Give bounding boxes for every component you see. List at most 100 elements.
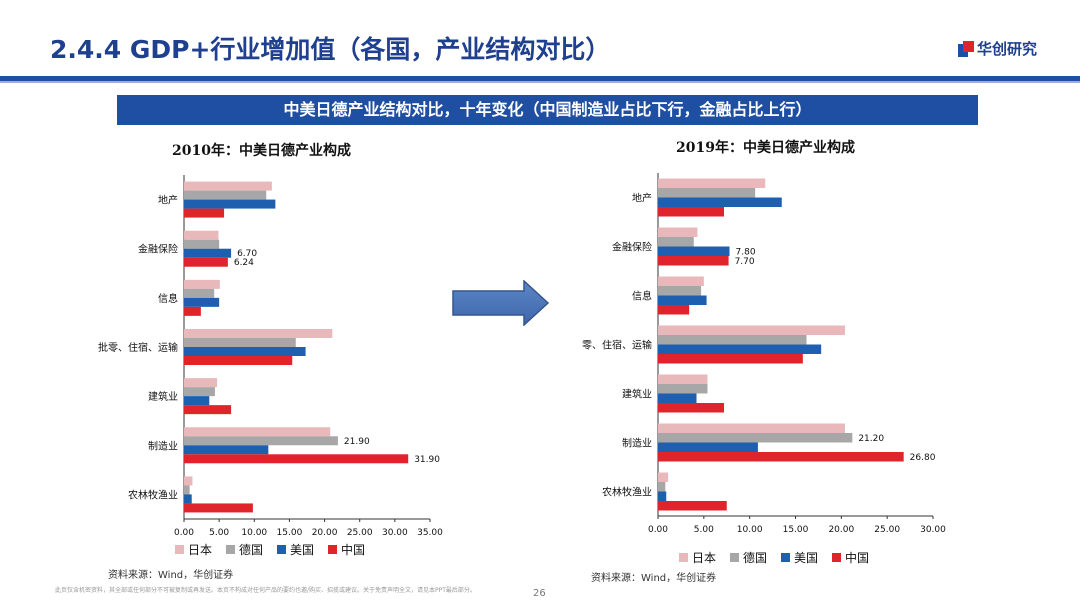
- legend-swatch-germany: [730, 553, 740, 562]
- chart-title-2010: 2010年：中美日德产业构成: [172, 143, 351, 159]
- bar-germany: [184, 338, 296, 347]
- category-label: 制造业: [148, 439, 178, 452]
- x-tick-label: 5.00: [694, 525, 714, 535]
- bar-usa: [184, 494, 192, 504]
- bar-germany: [658, 433, 853, 443]
- category-label: 农林牧渔业: [602, 486, 652, 499]
- x-tick-label: 30.00: [920, 525, 946, 535]
- x-tick-label: 25.00: [347, 528, 373, 538]
- legend-swatch-japan: [175, 545, 184, 554]
- x-tick-label: 25.00: [874, 525, 900, 535]
- bar-japan: [184, 181, 272, 191]
- legend-swatch-germany: [226, 545, 236, 554]
- right-arrow-icon: [452, 280, 550, 326]
- bar-germany: [658, 384, 708, 394]
- bar-usa: [184, 445, 269, 455]
- category-label: 建筑业: [622, 388, 652, 401]
- bar-chart-2010: 0.00 5.00 10.00 15.00 20.00 25.00 30.00 35.00 地产…: [98, 175, 443, 538]
- x-tick-label: 20.00: [312, 528, 338, 538]
- bar-usa: [658, 246, 730, 256]
- legend-label: 日本: [692, 551, 717, 565]
- legend-item-usa: 美国: [781, 549, 818, 566]
- bar-germany: [184, 190, 267, 200]
- bar-china: [658, 305, 690, 315]
- section-banner: 中美日德产业结构对比，十年变化（中国制造业占比下行，金融占比上行）: [117, 95, 978, 125]
- data-label: 31.90: [414, 455, 440, 465]
- source-note-2019: 资料来源：Wind，华创证券: [591, 573, 717, 584]
- legend-item-usa: 美国: [277, 541, 314, 558]
- logo-mark-icon: [958, 40, 974, 57]
- data-label: 6.70: [237, 249, 257, 259]
- bar-japan: [658, 374, 708, 384]
- legend-label: 美国: [794, 551, 819, 565]
- brand-logo: 华创研究: [958, 38, 1037, 59]
- page-number: 26: [533, 588, 546, 599]
- bar-germany: [658, 335, 807, 345]
- bar-usa: [658, 393, 697, 403]
- legend-swatch-china: [328, 545, 338, 554]
- category-label: 信息: [632, 290, 652, 303]
- bar-china: [184, 454, 409, 464]
- x-tick-label: 0.00: [648, 525, 668, 535]
- bar-china: [658, 256, 729, 266]
- bar-china: [658, 452, 904, 462]
- legend-swatch-japan: [679, 553, 688, 562]
- legend-swatch-usa: [277, 545, 287, 554]
- bar-usa: [184, 297, 220, 307]
- category-label: 金融保险: [138, 243, 178, 256]
- legend-label: 德国: [239, 543, 264, 557]
- bar-japan: [184, 279, 220, 289]
- x-tick-label: 30.00: [382, 528, 408, 538]
- bar-usa: [658, 295, 707, 305]
- bar-usa: [658, 197, 782, 207]
- bar-chart-2019: 0.00 5.00 10.00 15.00 20.00 25.00 30.00 地产金融保险信…: [582, 173, 946, 535]
- bar-japan: [184, 378, 218, 388]
- bar-germany: [658, 188, 756, 198]
- legend-item-germany: 德国: [226, 541, 263, 558]
- bar-china: [184, 503, 253, 513]
- bar-china: [658, 403, 724, 413]
- category-label: 制造业: [622, 437, 652, 450]
- bar-usa: [658, 491, 667, 501]
- x-tick-label: 5.00: [209, 528, 229, 538]
- legend-item-china: 中国: [328, 541, 365, 558]
- header-rule: [0, 76, 1080, 81]
- legend-label: 中国: [845, 551, 870, 565]
- category-label: 金融保险: [612, 241, 652, 254]
- bar-japan: [184, 329, 333, 338]
- category-label: 零、住宿、运输: [582, 339, 652, 352]
- category-label: 批零、住宿、运输: [98, 341, 178, 354]
- legend-item-germany: 德国: [730, 549, 767, 566]
- data-label: 7.80: [736, 247, 756, 257]
- legend-label: 德国: [743, 551, 768, 565]
- data-label: 21.90: [344, 437, 370, 447]
- legend-item-japan: 日本: [679, 549, 716, 566]
- bar-japan: [658, 325, 845, 335]
- page-title: 2.4.4 GDP+行业增加值（各国，产业结构对比）: [50, 35, 611, 64]
- bar-china: [658, 354, 803, 364]
- bar-japan: [658, 178, 766, 188]
- bar-japan: [658, 472, 669, 482]
- bar-china: [658, 501, 727, 511]
- bar-usa: [658, 442, 758, 452]
- bar-china: [184, 405, 232, 415]
- bar-japan: [184, 476, 193, 486]
- logo-text: 华创研究: [977, 40, 1038, 58]
- legend-item-china: 中国: [832, 549, 869, 566]
- bar-usa: [184, 347, 306, 356]
- bar-japan: [184, 230, 219, 240]
- bar-japan: [658, 423, 845, 433]
- x-tick-label: 0.00: [174, 528, 194, 538]
- category-label: 信息: [158, 292, 178, 305]
- legend-2019: 日本 德国 美国 中国: [679, 549, 869, 566]
- bar-japan: [184, 427, 331, 437]
- bar-germany: [184, 288, 215, 298]
- legend-label: 中国: [341, 543, 366, 557]
- bar-china: [184, 306, 201, 316]
- bar-usa: [184, 396, 210, 406]
- legend-item-japan: 日本: [175, 541, 212, 558]
- data-label: 6.24: [234, 258, 254, 268]
- bar-usa: [658, 344, 822, 354]
- bar-germany: [658, 482, 666, 492]
- bar-germany: [184, 239, 220, 249]
